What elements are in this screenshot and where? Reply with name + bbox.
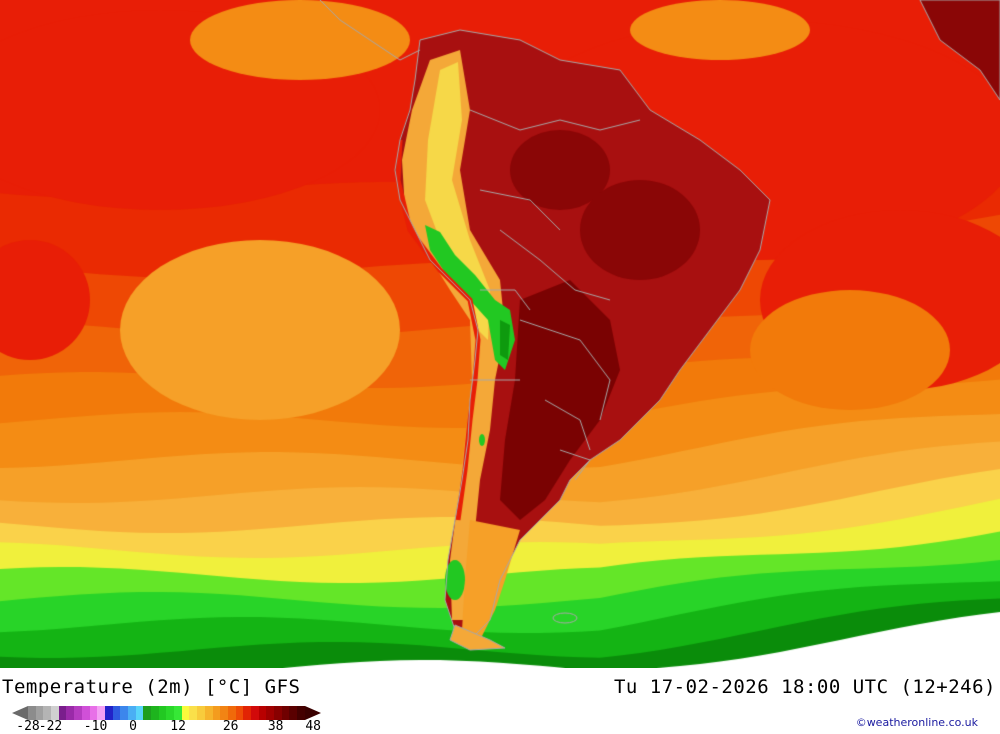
legend-swatch <box>274 706 282 720</box>
legend-swatch <box>66 706 75 720</box>
valid-time: Tu 17-02-2026 18:00 UTC (12+246) <box>613 676 996 698</box>
legend-swatch <box>97 706 105 720</box>
legend-arrow-right-icon <box>305 706 322 720</box>
color-legend <box>28 706 305 720</box>
legend-tick-label: -10 <box>83 719 108 734</box>
legend-swatch <box>166 706 175 720</box>
legend-swatch <box>74 706 82 720</box>
legend-tick-label: 26 <box>222 719 239 734</box>
legend-swatch <box>143 706 151 720</box>
legend-swatch <box>297 706 305 720</box>
legend-swatch <box>112 706 121 720</box>
legend-tick-label: 12 <box>170 719 186 734</box>
legend-swatch <box>28 706 36 720</box>
legend-swatch <box>289 706 298 720</box>
legend-swatch <box>220 706 228 720</box>
temperature-map <box>0 0 1000 668</box>
legend-swatch <box>151 706 159 720</box>
legend-swatch <box>89 706 98 720</box>
legend-swatch <box>258 706 267 720</box>
legend-tick-label: 38 <box>267 719 284 734</box>
legend-swatch <box>51 706 59 720</box>
legend-swatch <box>135 706 144 720</box>
legend-tick-label: 0 <box>129 719 137 734</box>
legend-swatch <box>174 706 182 720</box>
legend-swatch <box>81 706 90 720</box>
legend-swatch <box>158 706 167 720</box>
map-title: Temperature (2m) [°C] GFS <box>2 676 301 698</box>
legend-swatch <box>227 706 236 720</box>
legend-swatch <box>189 706 198 720</box>
legend-swatch <box>281 706 290 720</box>
legend-swatch <box>35 706 44 720</box>
legend-swatch <box>212 706 221 720</box>
legend-swatch <box>235 706 244 720</box>
credit-link[interactable]: ©weatheronline.co.uk <box>855 716 978 729</box>
legend-swatch <box>43 706 52 720</box>
legend-tick-label: 48 <box>305 719 322 734</box>
legend-tick-label: -28 <box>16 719 40 734</box>
legend-swatch <box>120 706 128 720</box>
legend-swatch <box>243 706 251 720</box>
legend-tick-label: -22 <box>38 719 63 734</box>
legend-swatch <box>266 706 274 720</box>
legend-swatch <box>250 706 259 720</box>
legend-swatch <box>204 706 213 720</box>
legend-swatch <box>197 706 205 720</box>
legend-swatch <box>104 706 113 720</box>
legend-swatch <box>58 706 67 720</box>
legend-swatch <box>127 706 136 720</box>
legend-swatch <box>181 706 190 720</box>
legend-arrow-left-icon <box>12 706 28 720</box>
